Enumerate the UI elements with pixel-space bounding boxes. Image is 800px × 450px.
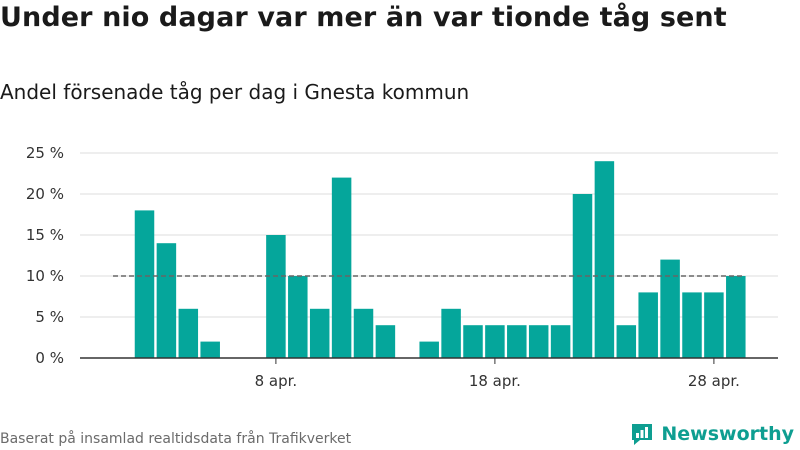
bar — [178, 308, 199, 358]
x-tick-label: 8 apr. — [255, 372, 298, 390]
bar — [572, 194, 593, 358]
y-tick-label: 0 % — [35, 349, 64, 367]
bar — [594, 161, 615, 358]
bar — [331, 177, 352, 358]
bar — [550, 325, 571, 358]
bar — [353, 308, 374, 358]
bar — [200, 341, 220, 358]
y-tick-label: 15 % — [26, 226, 64, 244]
bar — [507, 325, 527, 358]
bar — [485, 325, 505, 358]
bar — [528, 325, 549, 358]
y-tick-label: 10 % — [26, 267, 64, 285]
bar — [638, 292, 658, 358]
brand-logo: Newsworthy — [629, 421, 794, 447]
x-tick-label: 18 apr. — [469, 372, 521, 390]
bar-chart-logo-icon — [632, 424, 653, 445]
chart-subtitle: Andel försenade tåg per dag i Gnesta kom… — [0, 80, 470, 104]
bar — [309, 308, 330, 358]
y-tick-label: 25 % — [26, 144, 64, 162]
bar — [726, 276, 746, 358]
bar — [616, 325, 637, 358]
bar — [660, 259, 680, 358]
y-tick-label: 5 % — [35, 308, 64, 326]
bar — [463, 325, 483, 358]
bar — [682, 292, 702, 358]
bar — [704, 292, 724, 358]
brand-name: Newsworthy — [661, 423, 794, 445]
bar — [156, 243, 177, 358]
bar — [134, 210, 155, 358]
bar — [419, 341, 439, 358]
bar — [375, 325, 396, 358]
source-note: Baserat på insamlad realtidsdata från Tr… — [0, 431, 352, 447]
bar — [288, 276, 308, 358]
chart-title: Under nio dagar var mer än var tionde tå… — [0, 2, 727, 33]
y-tick-label: 20 % — [26, 185, 64, 203]
bar — [441, 308, 461, 358]
x-tick-label: 28 apr. — [688, 372, 740, 390]
bar — [266, 235, 286, 358]
